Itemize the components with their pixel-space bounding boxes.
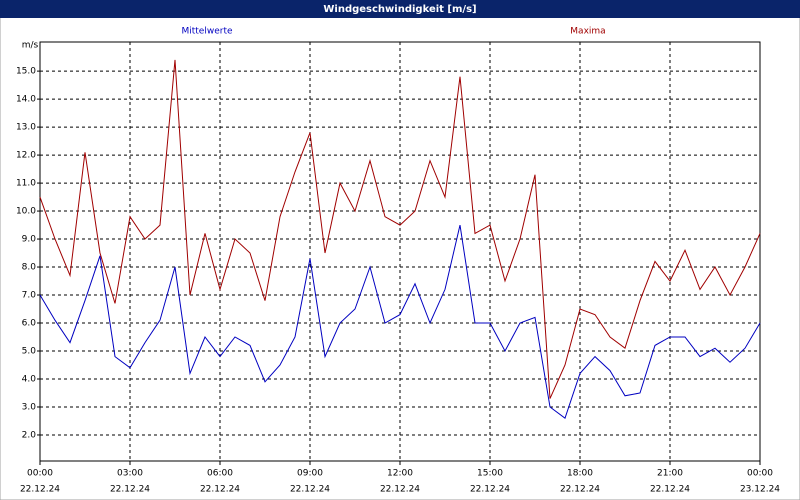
y-tick-label: 10.0 [16,207,36,217]
title-bar [0,0,800,18]
series-line [39,224,761,420]
x-tick-date: 22.12.24 [380,485,420,495]
y-tick-label: 7.0 [22,291,37,301]
x-tick-label: 09:00 [297,469,323,479]
x-tick-label: 15:00 [477,469,503,479]
y-tick-label: 4.0 [22,374,37,384]
legend-entry: Mittelwerte [181,27,232,37]
y-tick-label: 11.0 [16,179,36,189]
y-tick-label: 15.0 [16,67,36,77]
x-tick-label: 06:00 [207,469,233,479]
y-tick-label: 13.0 [16,123,36,133]
x-tick-label: 00:00 [747,469,773,479]
x-tick-label: 00:00 [27,469,53,479]
x-tick-label: 21:00 [657,469,683,479]
y-axis-label: m/s [22,41,39,51]
y-tick-label: 14.0 [16,95,36,105]
legend-entry: Maxima [570,27,605,37]
x-tick-date: 22.12.24 [200,485,240,495]
x-tick-label: 03:00 [117,469,143,479]
x-tick-label: 12:00 [387,469,413,479]
y-tick-label: 2.0 [22,430,37,440]
y-tick-label: 6.0 [22,319,37,329]
x-tick-date: 22.12.24 [20,485,60,495]
x-tick-date: 22.12.24 [650,485,690,495]
chart-title: Windgeschwindigkeit [m/s] [323,4,476,15]
x-tick-label: 18:00 [567,469,593,479]
y-tick-label: 12.0 [16,151,36,161]
x-tick-date: 22.12.24 [110,485,150,495]
y-tick-label: 3.0 [22,402,37,412]
x-tick-date: 23.12.24 [740,485,780,495]
x-tick-date: 22.12.24 [560,485,600,495]
y-tick-label: 8.0 [22,263,37,273]
x-tick-date: 22.12.24 [470,485,510,495]
series-line [39,59,761,399]
x-tick-date: 22.12.24 [290,485,330,495]
y-tick-label: 9.0 [22,235,37,245]
y-tick-label: 5.0 [22,347,37,357]
